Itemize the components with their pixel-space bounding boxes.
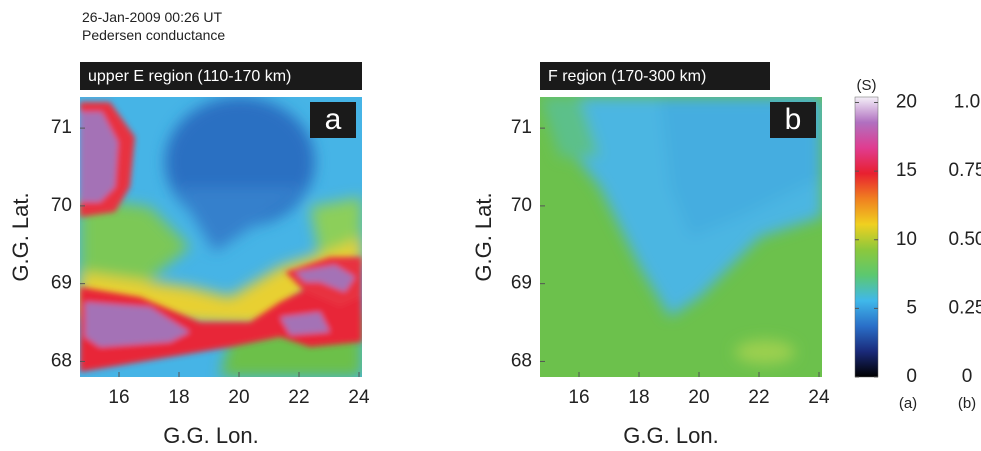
colorbar-tick-label: 15	[896, 160, 917, 181]
header-line: Pedersen conductance	[82, 27, 225, 43]
y-tick-label: 71	[51, 117, 72, 138]
colorbar-tick-label: 5	[906, 297, 917, 318]
x-tick-label: 22	[288, 387, 309, 408]
colorbar-tick-label: 0.25	[949, 297, 981, 318]
y-tick-label: 68	[51, 350, 72, 371]
x-tick-label: 18	[628, 387, 649, 408]
header-line: 26-Jan-2009 00:26 UT	[82, 9, 223, 25]
panel-label-box	[770, 102, 816, 138]
y-tick-label: 71	[511, 117, 532, 138]
panel-title: F region (170-300 km)	[548, 68, 706, 85]
colorbar-tick-label: 10	[896, 229, 917, 250]
colorbar-tick-label: 20	[896, 92, 917, 113]
colorbar	[854, 96, 879, 378]
panel-label: b	[785, 103, 802, 136]
heatmap-image	[80, 97, 362, 377]
y-tick-label: 69	[511, 273, 532, 294]
y-axis-label: G.G. Lat.	[8, 192, 33, 281]
panel-label: a	[325, 103, 342, 136]
panel-title: upper E region (110-170 km)	[88, 68, 291, 85]
colorbar-tick-label: 0.50	[949, 229, 981, 250]
colorbar-tick-label: 0	[962, 366, 973, 387]
heatmap-image	[540, 97, 822, 377]
x-axis-label: G.G. Lon.	[163, 423, 258, 448]
panel-title-box	[540, 62, 770, 90]
y-axis-label: G.G. Lat.	[471, 192, 496, 281]
y-tick-label: 69	[51, 273, 72, 294]
x-tick-label: 24	[348, 387, 370, 408]
x-tick-label: 20	[228, 387, 249, 408]
panel-label-box	[310, 102, 356, 138]
x-tick-label: 18	[168, 387, 189, 408]
x-axis-label: G.G. Lon.	[623, 423, 718, 448]
x-tick-label: 24	[808, 387, 830, 408]
y-tick-label: 70	[511, 195, 532, 216]
colorbar-unit: (S)	[857, 77, 877, 94]
x-tick-label: 16	[108, 387, 129, 408]
panel-title-box	[80, 62, 362, 90]
x-tick-label: 16	[568, 387, 589, 408]
colorbar-tick-label: 1.0	[954, 92, 980, 113]
colorbar-tick-label: 0	[906, 366, 917, 387]
colorbar-tick-label: 0.75	[949, 160, 981, 181]
y-tick-label: 68	[511, 350, 532, 371]
x-tick-label: 20	[688, 387, 709, 408]
colorbar-label: (b)	[958, 395, 976, 412]
colorbar-label: (a)	[899, 395, 917, 412]
x-tick-label: 22	[748, 387, 769, 408]
y-tick-label: 70	[51, 195, 72, 216]
